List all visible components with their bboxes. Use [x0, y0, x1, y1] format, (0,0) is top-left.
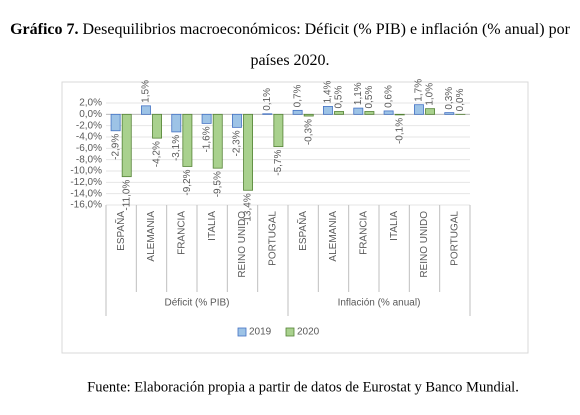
bar [364, 111, 375, 115]
data-label: 0,3% [444, 87, 455, 110]
data-label: 0,5% [364, 86, 375, 109]
y-tick-label: 0,0% [79, 109, 102, 120]
data-label: -13,4% [243, 193, 254, 225]
bar [231, 113, 242, 128]
bar [444, 112, 455, 115]
data-label: -4,2% [152, 141, 163, 167]
data-label: 1,0% [425, 83, 436, 106]
x-tick-label: PORTUGAL [267, 211, 278, 266]
x-tick-label: REINO UNIDO [237, 211, 248, 278]
x-tick-label: ITALIA [207, 211, 218, 241]
data-label: -0,3% [303, 119, 314, 145]
data-label: -3,1% [171, 135, 182, 161]
y-tick-label: -2,0% [76, 120, 102, 131]
bar [140, 105, 151, 115]
chart-frame [61, 81, 529, 354]
data-label: -1,6% [201, 126, 212, 152]
data-label: 0,0% [455, 88, 466, 111]
x-tick-label: REINO UNIDO [419, 211, 430, 278]
bar [152, 113, 163, 139]
y-tick-label: -6,0% [76, 143, 102, 154]
data-label: 0,1% [262, 88, 273, 111]
bar [303, 113, 314, 117]
bar [182, 113, 193, 167]
y-tick-label: -10,0% [70, 166, 102, 177]
bar [383, 110, 394, 115]
group-label: Inflación (% anual) [338, 298, 421, 309]
bar [171, 113, 182, 133]
data-label: 0,5% [334, 86, 345, 109]
bar [413, 104, 424, 115]
bar [201, 113, 212, 124]
y-tick-label: -8,0% [76, 154, 102, 165]
bar [110, 113, 121, 132]
x-tick-label: ESPAÑA [114, 211, 127, 251]
legend-label: 2020 [297, 327, 320, 338]
y-tick-label: -14,0% [70, 188, 102, 199]
data-label: -9,2% [182, 169, 193, 195]
y-tick-label: -12,0% [70, 177, 102, 188]
legend-swatch [285, 327, 295, 337]
x-tick-label: FRANCIA [176, 211, 187, 255]
bar [353, 107, 364, 115]
y-tick-label: -4,0% [76, 132, 102, 143]
x-tick-label: ITALIA [389, 211, 400, 241]
title-label: Gráfico 7. [10, 21, 79, 38]
legend-label: 2019 [249, 327, 272, 338]
bar [262, 113, 273, 115]
bar [212, 113, 223, 169]
legend-swatch [237, 327, 247, 337]
title-block: Gráfico 7. Desequilibrios macroeconómico… [5, 14, 575, 76]
data-label: 0,7% [292, 84, 303, 107]
x-tick-label: ALEMANIA [146, 211, 157, 262]
bar [394, 113, 405, 116]
bar [273, 113, 284, 148]
x-tick-label: ALEMANIA [328, 211, 339, 262]
y-tick-label: -16,0% [70, 200, 102, 211]
y-tick-label: 2,0% [79, 98, 102, 109]
x-tick-label: ESPAÑA [296, 211, 309, 251]
x-tick-label: PORTUGAL [449, 211, 460, 266]
data-label: -2,3% [232, 130, 243, 156]
chart-title: Desequilibrios macroeconómicos: Déficit … [82, 21, 570, 69]
data-label: 1,1% [353, 82, 364, 105]
data-label: 1,7% [414, 79, 425, 102]
bar [292, 109, 303, 115]
data-label: -5,7% [273, 150, 284, 176]
data-label: 0,6% [383, 85, 394, 108]
bar [121, 113, 132, 178]
data-label: 1,5% [141, 80, 152, 103]
data-label: -9,5% [212, 171, 223, 197]
bar [243, 113, 254, 191]
data-label: -2,9% [110, 134, 121, 160]
bar [425, 108, 436, 115]
source: Fuente: Elaboración propia a partir de d… [87, 379, 519, 395]
bar [322, 106, 333, 115]
group-label: Déficit (% PIB) [164, 298, 229, 309]
data-label: -0,1% [394, 118, 405, 144]
bar [334, 111, 345, 115]
data-label: -11,0% [121, 180, 132, 211]
data-label: 1,4% [323, 80, 334, 103]
x-tick-label: FRANCIA [358, 211, 369, 255]
